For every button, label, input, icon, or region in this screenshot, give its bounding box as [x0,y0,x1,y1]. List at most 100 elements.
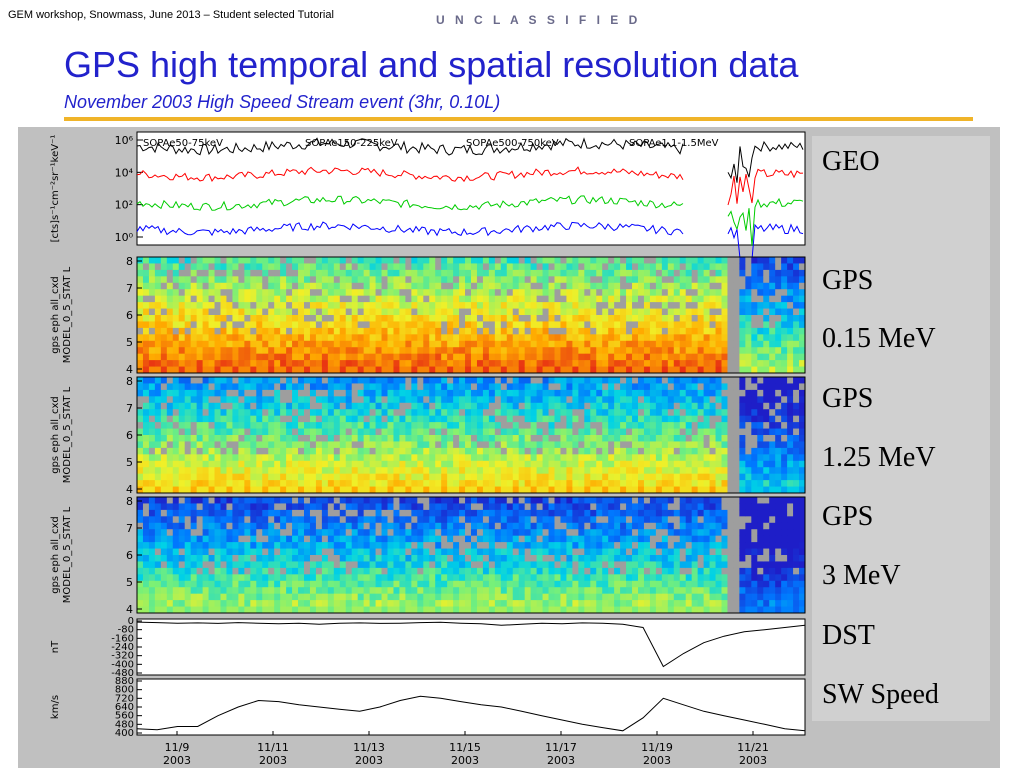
gps-cell [363,340,370,348]
gps-cell [238,460,245,468]
gps-cell [315,340,323,348]
gps-cell [584,347,591,355]
gps-cell [304,383,311,391]
gps-cell [453,428,460,436]
gps-cell [787,402,794,410]
gps-cell [488,389,496,397]
gps-cell [148,435,156,442]
gps-cell [375,402,382,410]
gps-cell [184,567,192,575]
gps-cell [339,295,347,303]
gps-cell [447,441,454,449]
gps-cell [453,402,460,410]
gps-cell [745,422,752,429]
gps-cell [190,428,198,436]
gps-cell [393,295,400,303]
gps-cell [327,269,335,277]
gps-cell [703,276,710,284]
gps-cell [667,454,675,462]
gps-cell [220,415,227,423]
gps-cell [524,389,532,397]
gps-cell [524,282,532,290]
gps-cell [256,327,263,335]
gps-cell [184,561,192,569]
gps-cell [471,454,478,462]
gps-cell [667,353,675,361]
gps-cell [232,580,239,588]
gps-cell [387,522,394,530]
gps-cell [196,542,203,549]
gps-cell [220,366,227,374]
gps-cell [661,263,669,271]
gps-cell [387,295,394,303]
gps-cell [256,447,263,455]
gps-cell [411,497,418,504]
gps-cell [274,383,281,391]
gps-cell [787,435,794,442]
gps-cell [208,606,215,614]
gps-cell [763,377,770,384]
gps-cell [190,529,198,537]
gps-cell [292,486,299,494]
gps-cell [160,561,168,569]
gps-cell [268,396,275,404]
gps-cell [661,347,669,355]
gps-cell [333,315,341,322]
gps-cell [220,327,227,335]
gps-cell [393,435,400,442]
gps-cell [315,263,323,271]
gps-cell [775,353,782,361]
gps-cell [148,276,156,284]
gps-cell [590,486,597,494]
gps-cell [286,321,293,329]
gps-cell [232,383,239,391]
gps-cell [554,347,561,355]
gps-cell [632,366,639,374]
gps-cell [315,561,323,569]
gps-cell [429,473,436,481]
gps-cell [345,606,353,614]
gps-cell [405,561,412,569]
gps-cell [608,428,615,436]
gps-cell [721,257,728,264]
gps-cell [250,509,257,517]
gps-cell [154,593,162,601]
gps-cell [548,269,555,277]
gps-cell [727,454,734,462]
gps-cell [137,516,144,524]
gps-cell [769,315,776,322]
gps-cell [399,555,406,562]
gps-cell [405,497,412,504]
gps-cell [560,441,567,449]
gps-cell [649,302,657,309]
gps-cell [137,441,144,449]
gps-cell [226,402,233,410]
gps-cell [608,467,615,475]
gps-cell [208,402,215,410]
gps-cell [548,473,555,481]
gps-cell [214,593,221,601]
gps-cell [137,600,144,607]
gps-cell [315,415,323,423]
gps-cell [488,327,496,335]
gps-cell [453,441,460,449]
gps-cell [142,460,150,468]
gps-cell [608,257,615,264]
gps-cell [333,435,341,442]
gps-cell [506,308,514,316]
gps-cell [345,454,353,462]
gps-cell [339,428,347,436]
gps-cell [465,353,472,361]
gps-cell [620,276,627,284]
gps-cell [333,542,341,549]
gps-cell [471,282,478,290]
gps-cell [518,353,526,361]
gps-cell [178,497,186,504]
gps-cell [357,535,365,543]
gps-cell [799,347,806,355]
gps-cell [411,454,418,462]
gps-cell [614,340,621,348]
gps-cell [447,347,454,355]
gps-cell [387,548,394,556]
gps-cell [142,473,150,481]
